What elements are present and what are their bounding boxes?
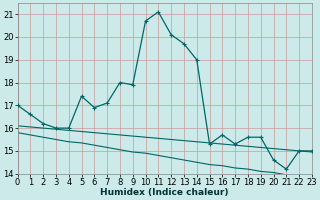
X-axis label: Humidex (Indice chaleur): Humidex (Indice chaleur): [100, 188, 229, 197]
